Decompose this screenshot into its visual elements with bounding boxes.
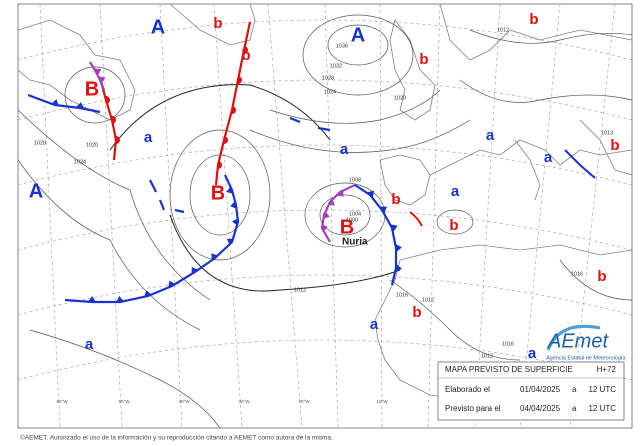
low-pressure-label: b xyxy=(241,47,250,64)
longitude-label: 10°W xyxy=(376,399,388,404)
longitude-label: 40°W xyxy=(178,399,190,404)
isobar-label: 1012 xyxy=(422,297,434,303)
isobar-label: 1028 xyxy=(34,140,46,146)
isobar-label: 1016 xyxy=(502,341,514,347)
high-pressure-label: A xyxy=(29,180,43,202)
high-pressure-label: a xyxy=(340,141,349,158)
info-at: a xyxy=(572,385,577,394)
low-pressure-label: B xyxy=(340,216,354,238)
warm-front xyxy=(98,77,120,161)
longitude-label: 60°W xyxy=(56,399,68,404)
logo-subtitle: Agencia Estatal de Meteorología xyxy=(546,355,626,361)
trough xyxy=(564,149,596,179)
high-pressure-label: a xyxy=(144,129,153,146)
info-label: Elaborado el xyxy=(445,385,490,394)
trough xyxy=(289,116,331,132)
info-time: 12 UTC xyxy=(588,385,616,394)
info-time: 12 UTC xyxy=(588,404,616,413)
isobar-label: 1016 xyxy=(396,292,408,298)
info-at: a xyxy=(572,404,577,413)
forecast-step: H+72 xyxy=(597,365,617,374)
high-pressure-label: a xyxy=(544,149,553,166)
low-pressure-label: b xyxy=(597,268,606,285)
info-label: Previsto para el xyxy=(445,404,501,413)
coastlines xyxy=(17,3,633,401)
high-pressure-label: A xyxy=(151,16,165,38)
info-date: 04/04/2025 xyxy=(520,404,561,413)
isobar-label: 1004 xyxy=(349,211,361,217)
warm-front-segment xyxy=(409,211,423,227)
info-box-frame xyxy=(437,361,625,421)
info-date: 01/04/2025 xyxy=(520,385,561,394)
low-pressure-label: b xyxy=(610,137,619,154)
low-pressure-label: B xyxy=(211,182,225,204)
isobar-label: 1020 xyxy=(86,142,98,148)
low-pressure-label: b xyxy=(529,11,538,28)
isobar-label: 1028 xyxy=(322,75,334,81)
footer: ©AEMET. Autorizado el uso de la informac… xyxy=(20,434,333,442)
isobar-label: 1012 xyxy=(294,287,306,293)
cold-front xyxy=(354,184,402,286)
longitude-label: 50°W xyxy=(118,399,130,404)
occluded-front xyxy=(89,61,106,91)
info-title: MAPA PREVISTO DE SUPERFICIE xyxy=(445,365,573,374)
fronts xyxy=(27,21,596,304)
isobar-label: 1008 xyxy=(349,177,361,183)
trough xyxy=(149,179,185,214)
isobar-label: 1024 xyxy=(74,159,86,165)
high-pressure-label: a xyxy=(370,316,379,333)
low-pressure-label: b xyxy=(213,15,222,32)
low-pressure-label: b xyxy=(449,217,458,234)
isobar-label: 1020 xyxy=(394,95,406,101)
high-pressure-label: a xyxy=(486,127,495,144)
high-pressure-label: a xyxy=(85,336,94,353)
isobar-label: 1012 xyxy=(497,27,509,33)
longitude-label: 30°W xyxy=(238,399,250,404)
occluded-front xyxy=(320,184,356,243)
warm-front xyxy=(214,21,252,186)
logo: AEmet Agencia Estatal de Meteorología xyxy=(546,324,626,361)
longitude-label: 20°W xyxy=(298,399,310,404)
isobar-label: 1032 xyxy=(330,63,342,69)
cold-front xyxy=(64,174,240,304)
isobar-label: 1013 xyxy=(601,130,613,136)
low-pressure-label: b xyxy=(419,51,428,68)
low-pressure-label: b xyxy=(391,191,400,208)
isobar-label: 1036 xyxy=(336,43,348,49)
info-box: MAPA PREVISTO DE SUPERFICIE H+72 Elabora… xyxy=(437,361,625,421)
isobar-label: 1016 xyxy=(571,271,583,277)
low-pressure-label: b xyxy=(412,304,421,321)
logo-swoosh xyxy=(546,324,601,351)
isobar-label: 1024 xyxy=(324,89,336,95)
isobar-label: 1000 xyxy=(346,217,358,223)
isobar-label: 1012 xyxy=(481,353,493,359)
low-pressure-label: B xyxy=(85,78,99,100)
high-pressure-label: a xyxy=(528,345,537,362)
high-pressure-label: A xyxy=(351,24,365,46)
logo-name: AEmet xyxy=(547,330,609,352)
cold-front xyxy=(27,93,101,114)
high-pressure-label: a xyxy=(451,183,460,200)
storm-name: Nuria xyxy=(342,237,368,248)
